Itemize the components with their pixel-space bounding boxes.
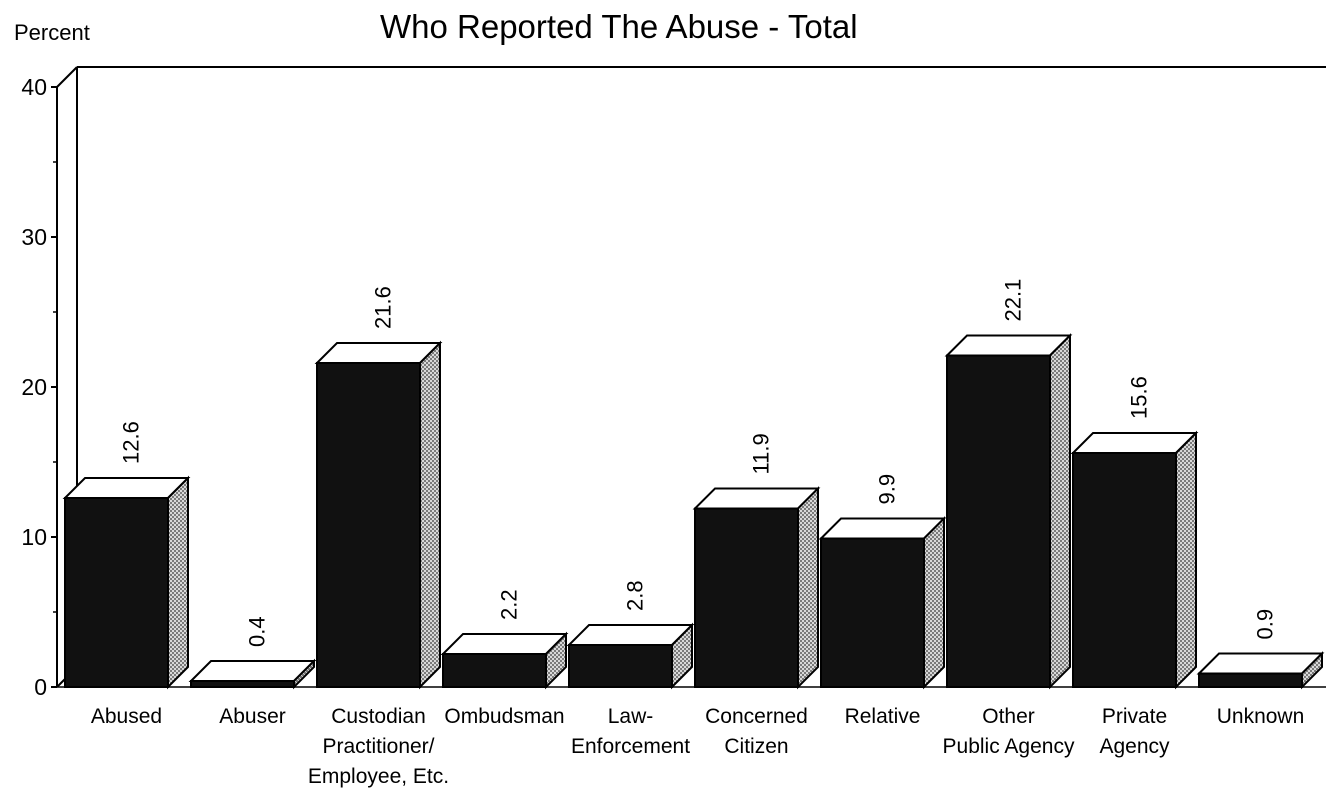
category-label: Law- Enforcement [571, 705, 690, 758]
category-label-line: Public Agency [943, 735, 1075, 758]
y-tick-label: 10 [21, 524, 47, 550]
bar [692, 486, 821, 690]
category-label-line: Ombudsman [444, 705, 564, 728]
category-label: Abuser [219, 705, 286, 728]
category-label-line: Other [982, 705, 1035, 728]
value-label: 11.9 [749, 433, 774, 474]
bar [188, 658, 317, 690]
category-label: Unknown [1217, 705, 1305, 728]
bar-side-face [797, 486, 819, 690]
bar-front-face [694, 507, 799, 688]
y-tick-label: 20 [21, 374, 47, 400]
bar-top-face [62, 477, 191, 499]
value-label: 15.6 [1127, 376, 1152, 419]
value-label: 0.9 [1253, 609, 1278, 640]
bar-top-face [314, 342, 443, 364]
bar-side-face [1049, 333, 1071, 690]
bar-front-face [64, 497, 169, 688]
category-label-line: Citizen [724, 735, 788, 758]
bar-top-face [188, 660, 317, 682]
bar-front-face [190, 680, 295, 688]
category-label: Abused [91, 705, 162, 728]
labels-group: 12.6 Abused 0.4 Abuser 21.6 Custodian Practiti… [91, 279, 1304, 788]
bar-side-face [923, 516, 945, 690]
category-label: Custodian Practitioner/Employee, Etc. [308, 705, 449, 788]
bar [1196, 651, 1325, 690]
bar-top-face [566, 624, 695, 646]
bar-front-face [568, 644, 673, 688]
bar-front-face [442, 653, 547, 688]
y-axis-label: Percent [14, 20, 90, 45]
chart-title: Who Reported The Abuse - Total [380, 8, 858, 45]
value-label: 12.6 [119, 421, 144, 464]
value-label: 22.1 [1001, 279, 1026, 322]
y-axis-depth-top [56, 66, 78, 88]
value-label: 21.6 [371, 286, 396, 329]
category-label-line: Concerned [705, 705, 808, 728]
bar [314, 340, 443, 690]
bar-front-face [316, 362, 421, 688]
bar-side-face [1175, 430, 1197, 690]
bar-top-face [818, 517, 947, 540]
category-label: Private Agency [1099, 705, 1170, 758]
bar [944, 333, 1073, 690]
category-label-line: Practitioner/ [322, 735, 434, 758]
bar-top-face [944, 334, 1073, 357]
category-label-line: Unknown [1217, 705, 1305, 728]
value-label: 9.9 [875, 474, 900, 505]
bar-side-face [167, 475, 189, 690]
y-tick-label: 0 [34, 674, 47, 700]
category-label: Relative [845, 705, 921, 728]
bar [440, 631, 569, 690]
bar-top-face [1070, 432, 1199, 454]
value-label: 2.8 [623, 580, 648, 611]
bar-front-face [946, 354, 1051, 688]
bar [62, 475, 191, 690]
category-label-line: Law- [608, 705, 654, 728]
category-label: Ombudsman [444, 705, 564, 728]
category-label-line: Abused [91, 705, 162, 728]
category-label-line: Relative [845, 705, 921, 728]
bar [566, 622, 695, 690]
category-label: Other Public Agency [943, 705, 1075, 758]
bar-top-face [440, 633, 569, 655]
y-tick-label: 40 [21, 74, 47, 100]
bar [1070, 430, 1199, 690]
y-tick-label: 30 [21, 224, 47, 250]
bar-front-face [1072, 452, 1177, 688]
bar-front-face [1198, 672, 1303, 688]
bar-top-face [1196, 652, 1325, 675]
bars-group [62, 333, 1325, 690]
value-label: 0.4 [245, 616, 270, 647]
category-label-line: Custodian [331, 705, 426, 728]
bar-top-face [692, 487, 821, 510]
category-label: Concerned Citizen [705, 705, 808, 758]
category-label-line: Abuser [219, 705, 286, 728]
category-label-line: Employee, Etc. [308, 765, 449, 788]
category-label-line: Private [1102, 705, 1167, 728]
category-label-line: Enforcement [571, 735, 690, 758]
value-label: 2.2 [497, 589, 522, 620]
category-label-line: Agency [1099, 735, 1170, 758]
bar [818, 516, 947, 690]
bar-side-face [419, 340, 441, 690]
bar-front-face [820, 537, 925, 688]
